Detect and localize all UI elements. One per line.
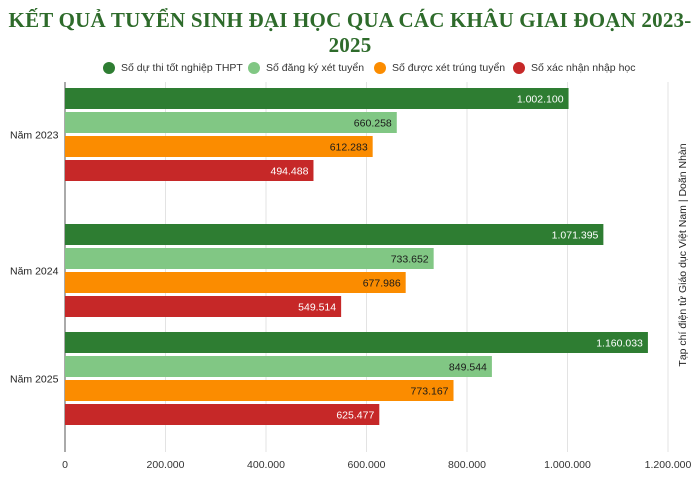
bar — [65, 160, 314, 181]
bar — [65, 380, 454, 401]
data-label: 625.477 — [336, 410, 374, 422]
legend-swatch — [374, 62, 386, 74]
x-tick-label: 200.000 — [147, 459, 185, 471]
chart-title: KẾT QUẢ TUYỂN SINH ĐẠI HỌC QUA CÁC KHÂU … — [8, 8, 692, 57]
bar — [65, 136, 373, 157]
legend-label: Số đăng ký xét tuyển — [266, 62, 365, 74]
bar — [65, 248, 434, 269]
x-tick-label: 800.000 — [448, 459, 486, 471]
data-label: 773.167 — [411, 386, 449, 398]
legend-item: Số được xét trúng tuyển — [374, 58, 505, 78]
data-label: 549.514 — [298, 302, 336, 314]
x-tick-label: 1.000.000 — [544, 459, 591, 471]
bar — [65, 356, 492, 377]
legend-item: Số đăng ký xét tuyển — [248, 58, 364, 78]
data-label: 494.488 — [271, 166, 309, 178]
x-tick-label: 400.000 — [247, 459, 285, 471]
bar — [65, 296, 342, 317]
bar — [65, 272, 406, 293]
data-label: 1.002.100 — [517, 94, 564, 106]
legend-swatch — [513, 62, 525, 74]
legend-label: Số xác nhận nhập học — [531, 62, 636, 74]
category-label: Năm 2024 — [10, 266, 59, 278]
data-label: 849.544 — [449, 362, 487, 374]
x-tick-label: 1.200.000 — [645, 459, 692, 471]
legend-item: Số dự thi tốt nghiệp THPT — [103, 58, 243, 78]
data-label: 612.283 — [330, 142, 368, 154]
x-tick-label: 0 — [62, 459, 68, 471]
legend-label: Số dự thi tốt nghiệp THPT — [121, 62, 243, 74]
legend: Số dự thi tốt nghiệp THPT Số đăng ký xét … — [0, 58, 700, 78]
data-label: 1.160.033 — [596, 338, 643, 350]
legend-swatch — [103, 62, 115, 74]
category-label: Năm 2025 — [10, 374, 59, 386]
legend-item: Số xác nhận nhập học — [513, 58, 636, 78]
bar — [65, 88, 569, 109]
legend-swatch — [248, 62, 260, 74]
x-tick-label: 600.000 — [348, 459, 386, 471]
bar — [65, 404, 380, 425]
data-label: 677.986 — [363, 278, 401, 290]
bar — [65, 332, 648, 353]
data-label: 660.258 — [354, 118, 392, 130]
bar — [65, 224, 604, 245]
source-note: Tạp chí điện tử Giáo dục Việt Nam | Doãn… — [677, 143, 689, 367]
category-label: Năm 2023 — [10, 130, 59, 142]
legend-label: Số được xét trúng tuyển — [392, 62, 506, 74]
data-label: 733.652 — [391, 254, 429, 266]
bar — [65, 112, 397, 133]
data-label: 1.071.395 — [552, 230, 599, 242]
